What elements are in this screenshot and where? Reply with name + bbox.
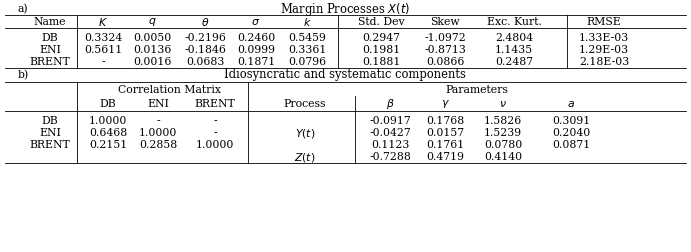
Text: 0.0136: 0.0136 (133, 45, 171, 55)
Text: ENI: ENI (39, 45, 61, 55)
Text: Idiosyncratic and systematic components: Idiosyncratic and systematic components (224, 68, 466, 81)
Text: 0.2487: 0.2487 (495, 57, 533, 67)
Text: -0.7288: -0.7288 (369, 151, 411, 161)
Text: 1.5826: 1.5826 (484, 115, 522, 125)
Text: DB: DB (41, 33, 58, 43)
Text: BRENT: BRENT (195, 99, 236, 109)
Text: Correlation Matrix: Correlation Matrix (118, 85, 222, 94)
Text: -0.0427: -0.0427 (369, 128, 411, 137)
Text: $k$: $k$ (303, 16, 312, 28)
Text: 0.3091: 0.3091 (552, 115, 590, 125)
Text: 0.0780: 0.0780 (484, 139, 522, 149)
Text: Process: Process (284, 99, 326, 109)
Text: 1.0000: 1.0000 (196, 139, 234, 149)
Text: Std. Dev: Std. Dev (358, 17, 404, 27)
Text: 0.0016: 0.0016 (133, 57, 171, 67)
Text: 0.4719: 0.4719 (426, 151, 464, 161)
Text: $\beta$: $\beta$ (386, 97, 395, 111)
Text: 0.4140: 0.4140 (484, 151, 522, 161)
Text: 0.2947: 0.2947 (362, 33, 400, 43)
Text: $\theta$: $\theta$ (201, 16, 209, 28)
Text: 0.6468: 0.6468 (89, 128, 127, 137)
Text: 0.2460: 0.2460 (237, 33, 275, 43)
Text: a): a) (18, 4, 28, 14)
Text: -0.0917: -0.0917 (369, 115, 411, 125)
Text: ENI: ENI (147, 99, 169, 109)
Text: Margin Processes $X(t)$: Margin Processes $X(t)$ (280, 1, 410, 17)
Text: $Z(t)$: $Z(t)$ (294, 150, 316, 163)
Text: $K$: $K$ (98, 16, 108, 28)
Text: 1.29E-03: 1.29E-03 (579, 45, 629, 55)
Text: $\sigma$: $\sigma$ (252, 17, 261, 27)
Text: BRENT: BRENT (30, 139, 70, 149)
Text: 1.5239: 1.5239 (484, 128, 522, 137)
Text: 0.2040: 0.2040 (552, 128, 590, 137)
Text: BRENT: BRENT (30, 57, 70, 67)
Text: 1.33E-03: 1.33E-03 (579, 33, 629, 43)
Text: 0.0157: 0.0157 (426, 128, 464, 137)
Text: -: - (156, 115, 160, 125)
Text: $Y(t)$: $Y(t)$ (295, 126, 315, 139)
Text: 0.0796: 0.0796 (288, 57, 326, 67)
Text: $q$: $q$ (148, 16, 156, 28)
Text: 0.1981: 0.1981 (362, 45, 400, 55)
Text: 0.1768: 0.1768 (426, 115, 464, 125)
Text: 0.3324: 0.3324 (84, 33, 122, 43)
Text: $\nu$: $\nu$ (499, 99, 507, 109)
Text: 0.5611: 0.5611 (84, 45, 122, 55)
Text: 0.5459: 0.5459 (288, 33, 326, 43)
Text: ENI: ENI (39, 128, 61, 137)
Text: 2.18E-03: 2.18E-03 (579, 57, 629, 67)
Text: -0.8713: -0.8713 (424, 45, 466, 55)
Text: -0.2196: -0.2196 (184, 33, 226, 43)
Text: DB: DB (41, 115, 58, 125)
Text: -0.1846: -0.1846 (184, 45, 226, 55)
Text: DB: DB (100, 99, 116, 109)
Text: 0.3361: 0.3361 (288, 45, 326, 55)
Text: -: - (214, 128, 217, 137)
Text: 0.1761: 0.1761 (426, 139, 464, 149)
Text: $\gamma$: $\gamma$ (441, 98, 449, 110)
Text: Name: Name (34, 17, 66, 27)
Text: 0.1881: 0.1881 (362, 57, 400, 67)
Text: -: - (214, 115, 217, 125)
Text: 0.1871: 0.1871 (237, 57, 275, 67)
Text: 0.0050: 0.0050 (133, 33, 171, 43)
Text: -1.0972: -1.0972 (424, 33, 466, 43)
Text: Parameters: Parameters (446, 85, 509, 94)
Text: 0.2858: 0.2858 (139, 139, 177, 149)
Text: -: - (101, 57, 105, 67)
Text: $a$: $a$ (567, 99, 575, 109)
Text: 1.1435: 1.1435 (495, 45, 533, 55)
Text: 0.0871: 0.0871 (552, 139, 590, 149)
Text: 0.0866: 0.0866 (426, 57, 464, 67)
Text: 2.4804: 2.4804 (495, 33, 533, 43)
Text: 0.2151: 0.2151 (89, 139, 127, 149)
Text: RMSE: RMSE (587, 17, 621, 27)
Text: 0.1123: 0.1123 (371, 139, 409, 149)
Text: 0.0683: 0.0683 (186, 57, 224, 67)
Text: 0.0999: 0.0999 (237, 45, 275, 55)
Text: 1.0000: 1.0000 (89, 115, 127, 125)
Text: 1.0000: 1.0000 (139, 128, 177, 137)
Text: b): b) (18, 70, 29, 80)
Text: Skew: Skew (430, 17, 460, 27)
Text: Exc. Kurt.: Exc. Kurt. (486, 17, 542, 27)
